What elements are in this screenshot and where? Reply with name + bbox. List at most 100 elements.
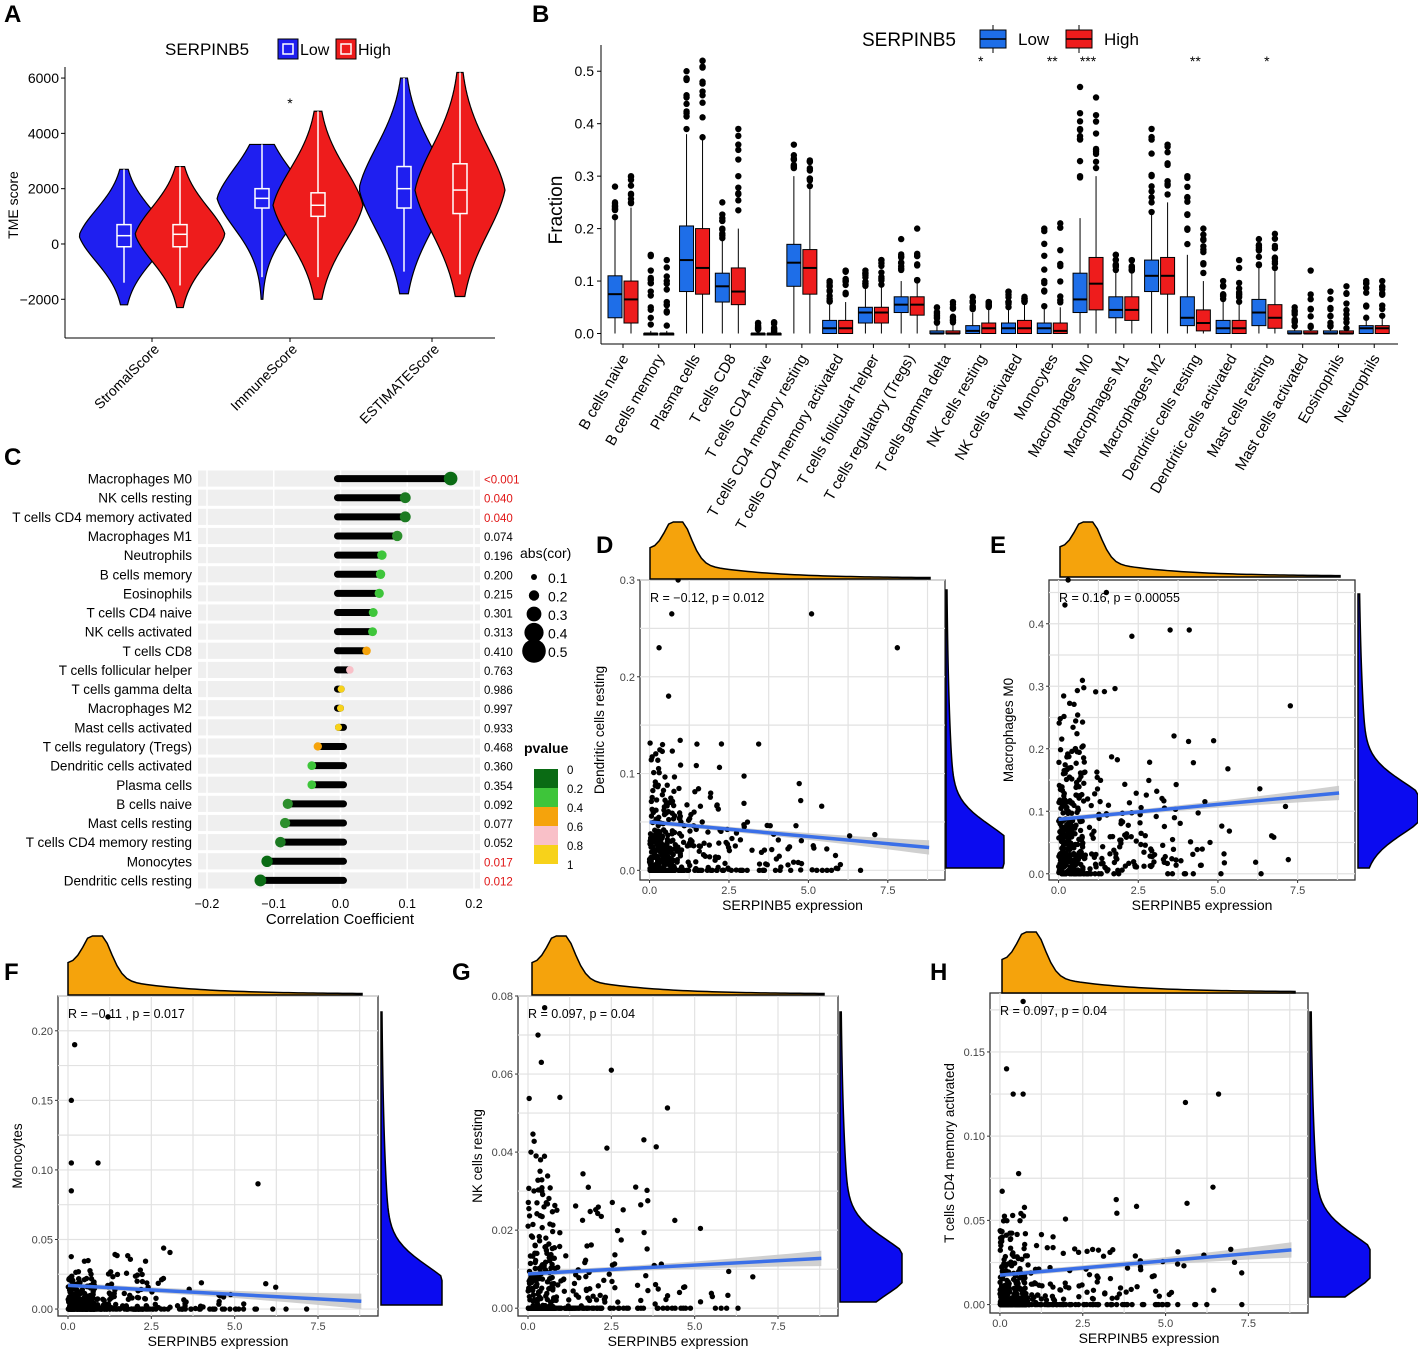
scatter-point: [1017, 1217, 1023, 1224]
outlier-point: [933, 304, 941, 311]
scatter-point: [1090, 835, 1096, 841]
scatter-point: [68, 1160, 75, 1166]
outlier-point: [985, 302, 992, 309]
scatter-point: [1061, 841, 1067, 848]
scatter-point: [687, 842, 694, 848]
lollipop-dot: [275, 836, 286, 848]
y-marginal-density: [839, 1011, 903, 1303]
scatter-point: [1100, 1253, 1107, 1259]
outlier-point: [1057, 246, 1064, 254]
outlier-point: [1327, 322, 1334, 329]
outlier-point: [1363, 303, 1370, 310]
outlier-point: [611, 200, 619, 208]
scatter-point: [1114, 757, 1121, 763]
outlier-point: [663, 273, 670, 280]
panel-d-scatter-chart: 0.0 2.5 5.0 7.5 0.0 0.1 0.2 0.3 SERPINB5 express…: [592, 521, 1005, 913]
scatter-point: [684, 802, 690, 808]
scatter-point: [872, 831, 878, 838]
lollipop-dot: [313, 742, 322, 751]
scatter-point: [1025, 1262, 1031, 1268]
scatter-point: [532, 1265, 538, 1272]
scatter-point: [303, 1306, 310, 1312]
scatter-point: [1072, 1301, 1079, 1308]
scatter-point: [144, 1280, 150, 1286]
y-tick-label: 0.1: [575, 273, 595, 289]
scatter-point: [669, 831, 675, 837]
p-value-label: 0.215: [484, 589, 513, 601]
box-low: [1072, 272, 1088, 314]
scatter-point: [687, 862, 693, 869]
y-tick-label: 0.2: [620, 672, 635, 684]
scatter-point: [1074, 731, 1080, 737]
outlier-point: [1076, 83, 1084, 91]
scatter-point: [1128, 834, 1134, 840]
scatter-point: [1084, 1248, 1090, 1255]
scatter-point: [1094, 1279, 1100, 1285]
scatter-point: [706, 842, 713, 848]
outlier-point: [1164, 191, 1171, 198]
scatter-point: [671, 788, 677, 795]
scatter-point: [638, 1297, 644, 1304]
correlation-annotation: R = −0.11 , p = 0.017: [68, 1007, 185, 1021]
scatter-point: [1042, 1293, 1048, 1299]
scatter-point: [73, 1305, 80, 1312]
lollipop-dot: [337, 685, 345, 693]
scatter-point: [677, 737, 683, 744]
scatter-point: [1021, 1241, 1028, 1248]
p-value-label: 0.410: [484, 647, 513, 659]
scatter-point: [647, 740, 653, 746]
scatter-point: [1077, 850, 1083, 857]
outlier-point: [1112, 266, 1120, 274]
scatter-point: [1169, 836, 1176, 843]
scatter-point: [699, 819, 705, 825]
scatter-point: [1152, 1288, 1159, 1294]
scatter-point: [1218, 871, 1224, 877]
outlier-point: [1235, 256, 1243, 264]
box-low: [965, 325, 981, 335]
outlier-point: [1307, 291, 1314, 298]
scatter-point: [1047, 1281, 1054, 1287]
outlier-point: [842, 290, 849, 298]
p-value-label: 0.360: [484, 762, 513, 774]
scatter-point: [663, 810, 669, 816]
scatter-point: [718, 1305, 724, 1311]
scatter-point: [1068, 810, 1075, 816]
scatter-point: [594, 1305, 601, 1311]
outlier-point: [1271, 230, 1279, 238]
scatter-point: [1008, 1299, 1014, 1305]
scatter-point: [1069, 776, 1075, 782]
size-legend-label: 0.5: [548, 644, 568, 660]
legend-title: SERPINB5: [165, 40, 249, 59]
box-low: [786, 243, 802, 287]
y-marginal-density: [1357, 593, 1418, 869]
outlier-point: [683, 108, 690, 115]
size-legend-label: 0.3: [548, 607, 568, 623]
scatter-point: [1054, 1301, 1060, 1308]
y-tick-label: 0.00: [492, 1303, 513, 1315]
scatter-point: [669, 748, 676, 754]
outlier-point: [735, 172, 742, 180]
scatter-point: [814, 867, 820, 874]
scatter-point: [167, 1249, 173, 1256]
x-tick-label: 0.0: [60, 1321, 75, 1333]
scatter-point: [788, 867, 794, 874]
color-legend-swatch: [534, 845, 558, 864]
scatter-point: [139, 1278, 146, 1285]
scatter-point: [1071, 802, 1077, 809]
box-low: [1108, 296, 1124, 319]
scatter-point: [1071, 1246, 1078, 1252]
scatter-point: [68, 1097, 75, 1104]
scatter-point: [651, 850, 657, 856]
scatter-point: [1174, 1261, 1181, 1267]
scatter-point: [1093, 864, 1099, 870]
scatter-point: [1085, 871, 1092, 877]
row-label: Mast cells resting: [88, 816, 192, 831]
scatter-point: [614, 1227, 621, 1234]
outlier-point: [1057, 260, 1064, 268]
regression-line: [649, 820, 930, 850]
scatter-point: [1119, 819, 1126, 825]
lollipop-dot: [362, 646, 371, 656]
outlier-point: [842, 278, 849, 285]
scatter-point: [680, 839, 687, 846]
scatter-point: [1211, 1287, 1217, 1293]
